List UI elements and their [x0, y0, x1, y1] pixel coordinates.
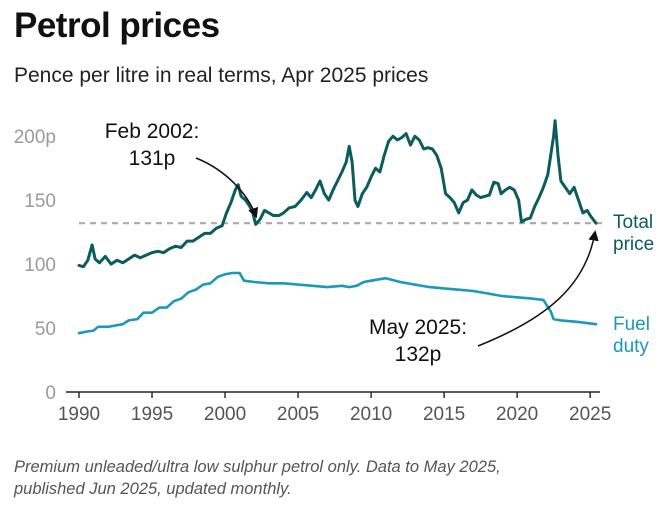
- series-line-fuel-duty: [77, 271, 598, 335]
- annotation-arrow-1: [195, 157, 259, 219]
- chart-area: 0 50 100 150 200p 1990 1995 2000 2005 2010 2015 202…: [14, 119, 654, 425]
- y-tick-label-0: 0: [45, 383, 56, 404]
- x-tick-label-1: 1995: [131, 404, 173, 425]
- annotation-text-1: Feb 2002: 131p: [105, 120, 200, 170]
- chart-subtitle: Pence per litre in real terms, Apr 2025 …: [14, 64, 429, 87]
- x-tick-label-6: 2020: [496, 404, 538, 425]
- series-label-total-price: Total price: [613, 212, 654, 255]
- chart-title: Petrol prices: [14, 6, 220, 45]
- x-tick-label-2: 2000: [204, 404, 246, 425]
- footnote-line-1: Premium unleaded/ultra low sulphur petro…: [14, 458, 501, 476]
- y-tick-label-2: 100: [24, 255, 56, 276]
- x-tick-label-0: 1990: [58, 404, 100, 425]
- y-tick-label-4: 200p: [14, 127, 56, 148]
- footnote-line-2: published Jun 2025, updated monthly.: [14, 480, 292, 498]
- y-tick-label-3: 150: [24, 191, 56, 212]
- x-tick-label-4: 2010: [350, 404, 392, 425]
- footnote: Premium unleaded/ultra low sulphur petro…: [14, 456, 614, 500]
- annotation-text-2: May 2025: 132p: [369, 316, 467, 366]
- y-tick-label-1: 50: [35, 319, 56, 340]
- annotation-arrow-2: [477, 230, 599, 347]
- series-line-total-price: [77, 119, 598, 269]
- x-tick-label-7: 2025: [569, 404, 611, 425]
- x-tick-label-5: 2015: [423, 404, 465, 425]
- series-label-fuel-duty: Fuel duty: [613, 314, 650, 357]
- x-tick-label-3: 2005: [277, 404, 319, 425]
